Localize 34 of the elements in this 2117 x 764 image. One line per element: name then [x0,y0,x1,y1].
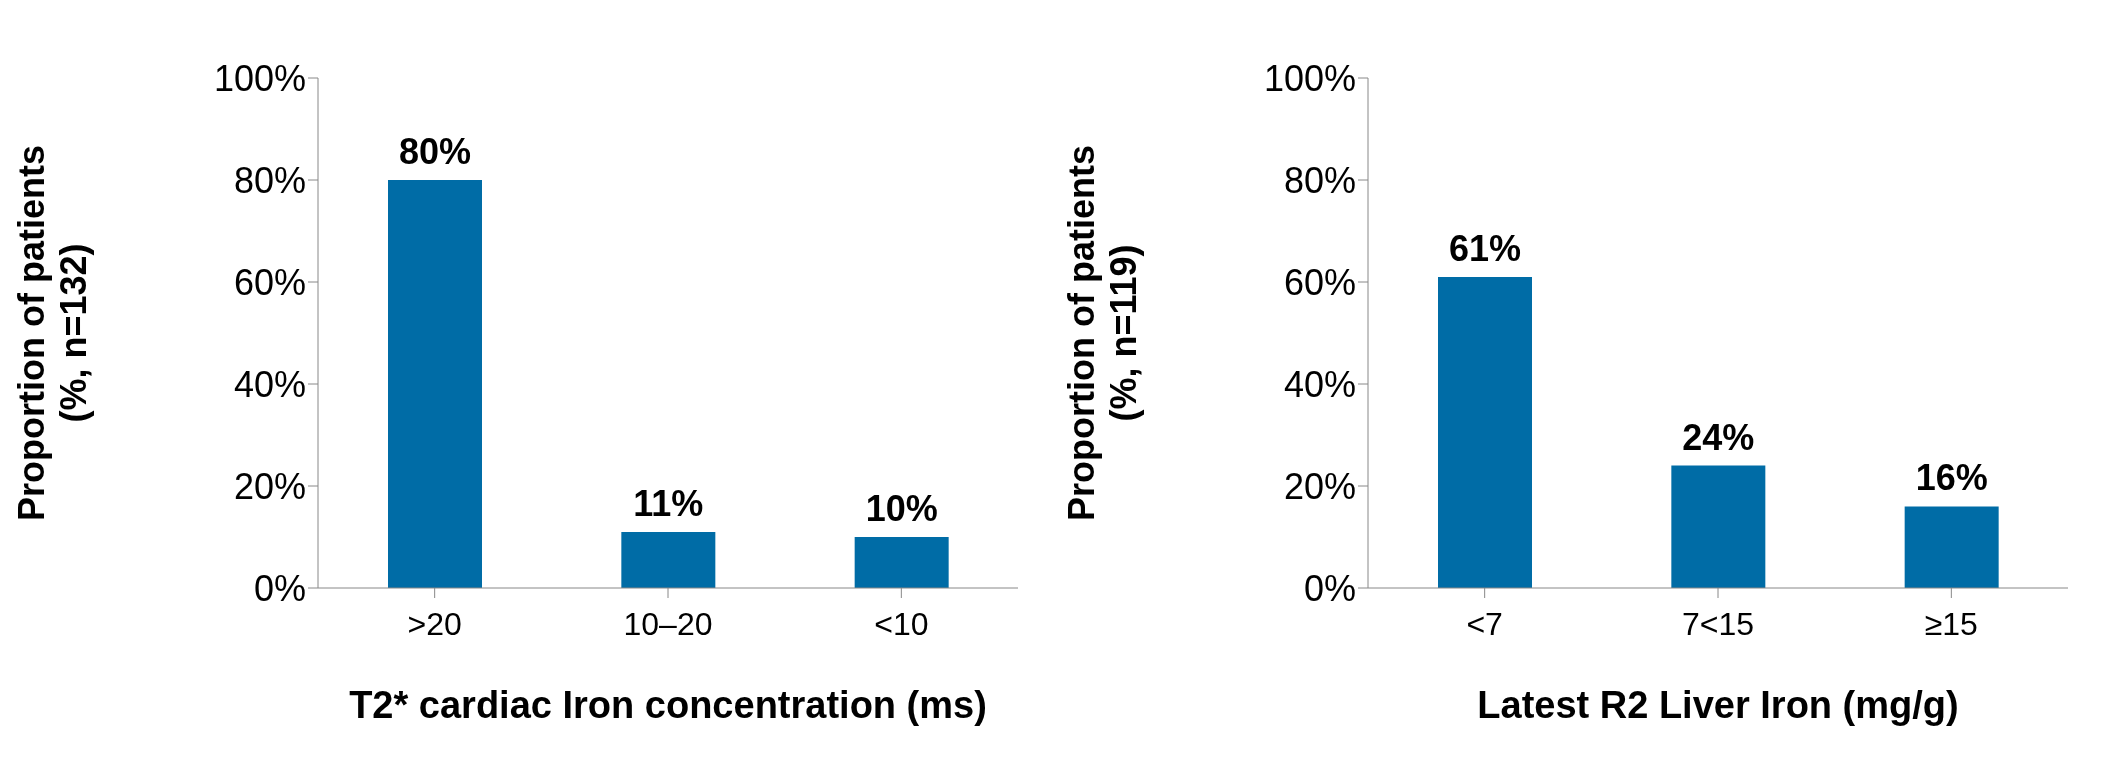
x-tick-label: >20 [407,605,462,642]
y-tick-label: 80% [1283,159,1356,201]
data-label: 24% [1682,416,1755,458]
y-tick-label: 40% [233,363,306,405]
y-tick-label: 100% [1263,57,1356,99]
bar [1671,465,1766,588]
x-tick-label: <7 [1466,605,1503,642]
bar [1438,276,1532,588]
bar [388,180,482,588]
y-tick-label: 40% [1283,363,1356,405]
x-axis-title: T2* cardiac Iron concentration (ms) [349,684,987,726]
x-tick-label: 7<15 [1681,605,1755,642]
y-tick-label: 100% [213,57,306,99]
y-tick-label: 0% [1303,567,1356,609]
x-tick-label: ≥15 [1924,605,1978,642]
y-axis-title: Proportion of patients (%, n=119) [1061,145,1144,521]
data-label: 80% [398,131,472,172]
bar [621,531,716,588]
y-tick-label: 20% [1283,465,1356,507]
y-tick-label: 60% [233,261,306,303]
data-label: 16% [1915,457,1988,499]
data-label: 10% [865,488,938,529]
y-tick-label: 80% [233,159,306,201]
y-tick-label: 0% [253,567,306,609]
data-label: 11% [633,482,704,524]
y-axis-title: Proportion of patients (%, n=132) [11,145,94,521]
y-tick-label: 60% [1283,261,1356,303]
x-tick-label: <10 [874,605,929,642]
data-label: 61% [1448,227,1522,269]
y-tick-label: 20% [233,465,306,507]
bar [1904,506,1999,588]
x-axis-title: Latest R2 Liver Iron (mg/g) [1477,684,1959,726]
x-tick-label: 10–20 [623,605,713,642]
bar [854,537,949,588]
